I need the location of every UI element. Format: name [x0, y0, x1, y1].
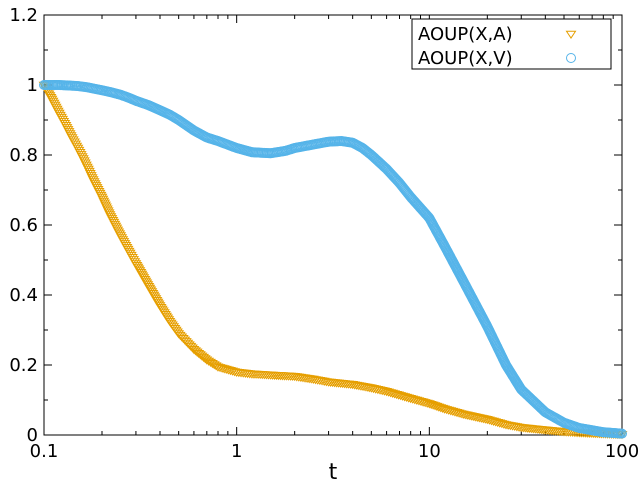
x-axis-label: t — [329, 460, 338, 480]
legend-marker — [565, 30, 577, 39]
y-tick-label: 0.6 — [9, 215, 38, 236]
data-point — [188, 346, 200, 355]
data-point — [227, 367, 238, 376]
legend-marker — [566, 53, 576, 63]
data-point — [617, 428, 627, 439]
y-tick-label: 1 — [27, 75, 38, 96]
series-0 — [38, 81, 628, 440]
x-tick-label: 100 — [605, 441, 639, 462]
y-tick-label: 0.2 — [9, 355, 38, 376]
x-tick-label: 1 — [231, 441, 242, 462]
legend-label-aoup-x-a: AOUP(X,A) — [418, 24, 513, 45]
y-tick-label: 0.4 — [9, 285, 38, 306]
data-point — [229, 368, 241, 377]
x-tick-label: 10 — [418, 441, 441, 462]
data-point — [194, 351, 206, 360]
data-marks — [38, 80, 628, 440]
data-point — [193, 349, 205, 359]
legend: AOUP(X,A) AOUP(X,V) — [411, 18, 612, 70]
y-tick-label: 1.2 — [9, 5, 38, 26]
data-point — [191, 348, 203, 357]
y-tick-label: 0.8 — [9, 145, 38, 166]
legend-label-aoup-x-v: AOUP(X,V) — [418, 48, 513, 69]
series-1 — [39, 80, 627, 439]
data-point — [190, 347, 201, 356]
plot-area — [43, 14, 623, 436]
legend-box — [411, 18, 612, 70]
axis-ticks: 0.1 1 10 100 0 0.2 0.4 0.6 0.8 1 1.2 — [9, 5, 639, 462]
data-point — [496, 420, 508, 429]
data-point — [196, 352, 208, 361]
x-tick-label: 0.1 — [30, 441, 59, 462]
data-point — [455, 410, 467, 419]
data-point — [498, 420, 510, 429]
y-tick-label: 0 — [27, 425, 38, 446]
